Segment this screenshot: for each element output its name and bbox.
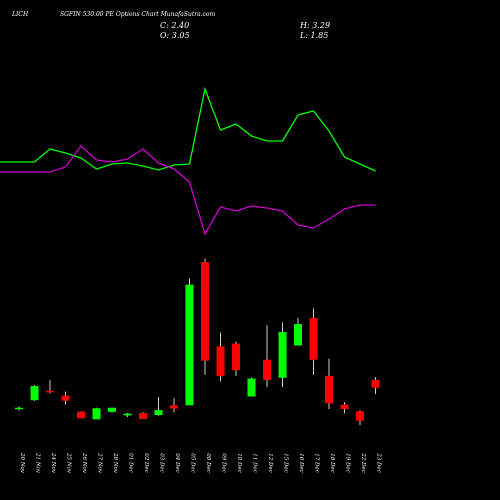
chart-symbol: LICH xyxy=(11,11,29,18)
candle-28-nov xyxy=(108,407,116,413)
candle-body xyxy=(356,411,364,421)
tick-label: 22 Dec xyxy=(360,452,366,473)
candle-26-nov xyxy=(77,411,85,419)
tick-label: 02 Dec xyxy=(143,453,149,473)
tick-label: 11 Dec xyxy=(252,453,258,473)
tick-label: 08 Dec xyxy=(205,453,211,473)
candle-21-nov xyxy=(30,385,39,401)
tick-label: 01 Dec xyxy=(128,453,134,473)
candle-10-dec xyxy=(232,341,240,377)
tick-label: 05 Dec xyxy=(190,453,196,473)
candle-body xyxy=(92,408,101,420)
candle-16-dec xyxy=(294,317,302,346)
tick-label: 10 Dec xyxy=(236,453,242,473)
candle-23-dec xyxy=(371,377,380,395)
tick-label: 15 Dec xyxy=(283,453,289,473)
candle-body xyxy=(123,413,132,416)
candle-25-nov xyxy=(61,391,70,405)
tick-label: 04 Dec xyxy=(174,453,180,473)
candle-08-dec xyxy=(201,258,209,375)
candle-body xyxy=(108,407,116,412)
candle-body xyxy=(309,317,318,360)
candle-body xyxy=(170,405,178,409)
candle-01-dec xyxy=(123,413,132,417)
high-label: H: 3.29 xyxy=(299,21,330,30)
low-label: L: 1.85 xyxy=(299,31,328,40)
candle-09-dec xyxy=(216,332,225,382)
tick-label: 23 Dec xyxy=(376,452,382,473)
candle-body xyxy=(278,332,287,378)
chart-title: SGFIN 530.00 PE Options Chart MunafaSutr… xyxy=(60,11,216,18)
candle-body xyxy=(294,324,302,346)
candle-18-dec xyxy=(325,358,333,410)
candle-24-nov xyxy=(46,380,54,394)
tick-label: 26 Nov xyxy=(81,452,87,474)
candle-body xyxy=(46,390,54,393)
candle-12-dec xyxy=(263,325,271,388)
indicator-lines xyxy=(0,86,376,236)
candle-05-dec xyxy=(185,278,194,406)
candle-body xyxy=(139,413,147,419)
candlesticks xyxy=(15,258,380,426)
candle-body xyxy=(263,359,271,380)
tick-label: 12 Dec xyxy=(267,453,273,473)
candle-04-dec xyxy=(170,398,178,413)
candle-body xyxy=(185,284,194,406)
candle-20-nov xyxy=(15,406,23,411)
tick-label: 28 Nov xyxy=(112,452,118,474)
tick-label: 18 Dec xyxy=(329,453,335,473)
candle-body xyxy=(30,386,39,401)
candle-15-dec xyxy=(278,322,287,388)
tick-label: 27 Nov xyxy=(97,452,103,474)
candle-body xyxy=(371,380,380,388)
open-label: O: 3.05 xyxy=(160,31,190,40)
indicator-line-1 xyxy=(0,86,376,172)
candle-body xyxy=(247,378,256,397)
candle-body xyxy=(216,346,225,377)
candle-body xyxy=(232,343,240,371)
candle-19-dec xyxy=(340,402,349,414)
tick-label: 24 Nov xyxy=(50,452,56,474)
candle-17-dec xyxy=(309,308,318,375)
tick-label: 03 Dec xyxy=(159,453,165,473)
candle-body xyxy=(77,411,85,419)
close-label: C: 2.40 xyxy=(160,21,189,30)
candle-27-nov xyxy=(92,407,101,420)
candle-body xyxy=(340,404,349,410)
candle-22-dec xyxy=(356,410,364,426)
candle-body xyxy=(201,262,209,361)
tick-label: 09 Dec xyxy=(221,453,227,473)
tick-label: 17 Dec xyxy=(314,453,320,473)
indicator-line-2 xyxy=(0,145,376,236)
candle-02-dec xyxy=(139,412,147,419)
candle-11-dec xyxy=(247,377,256,397)
tick-label: 25 Nov xyxy=(66,452,72,474)
tick-label: 16 Dec xyxy=(298,453,304,473)
candle-body xyxy=(154,410,163,416)
tick-label: 20 Nov xyxy=(19,452,25,474)
date-labels: 20 Nov 21 Nov 24 Nov 25 Nov 26 Nov 27 Nov 28 N… xyxy=(19,452,382,474)
tick-label: 19 Dec xyxy=(345,453,351,473)
candle-body xyxy=(61,395,70,401)
candle-03-dec xyxy=(154,397,163,416)
tick-label: 21 Nov xyxy=(35,452,41,474)
candle-body xyxy=(15,407,23,410)
candle-body xyxy=(325,375,333,404)
